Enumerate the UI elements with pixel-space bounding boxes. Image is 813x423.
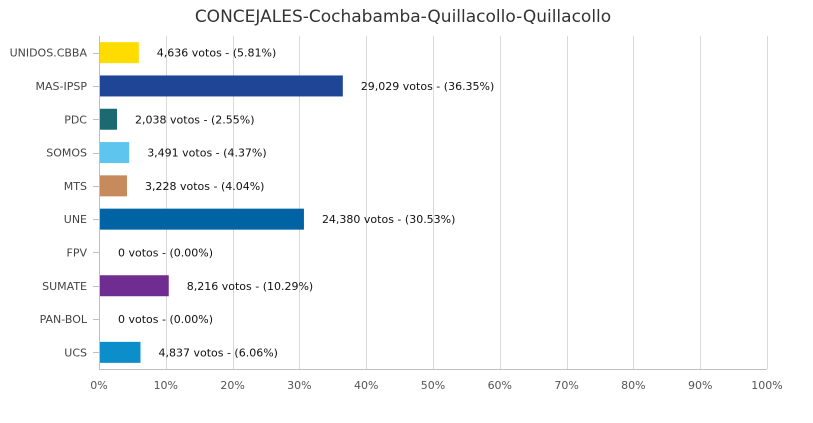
bar: [100, 175, 127, 197]
x-tick-label: 20%: [220, 379, 244, 392]
category-label: SOMOS: [46, 147, 87, 160]
x-tick-label: 10%: [154, 379, 178, 392]
bar: [100, 142, 130, 164]
x-tick-label: 60%: [488, 379, 512, 392]
category-label: MAS-IPSP: [36, 80, 88, 93]
data-label: 3,228 votos - (4.04%): [145, 180, 264, 193]
bar: [100, 208, 304, 230]
bar: [100, 75, 343, 97]
category-label: PAN-BOL: [40, 313, 88, 326]
x-tick-label: 80%: [621, 379, 645, 392]
category-label: PDC: [64, 113, 87, 126]
data-label: 29,029 votos - (36.35%): [361, 80, 495, 93]
data-label: 0 votos - (0.00%): [118, 246, 213, 259]
data-label: 3,491 votos - (4.37%): [147, 147, 266, 160]
category-label: FPV: [67, 246, 88, 259]
x-tick-label: 30%: [287, 379, 311, 392]
category-label: UNIDOS.CBBA: [10, 47, 88, 60]
category-label: UNE: [64, 213, 87, 226]
x-tick-label: 50%: [421, 379, 445, 392]
x-tick-label: 90%: [688, 379, 712, 392]
bar: [100, 275, 169, 297]
data-label: 24,380 votos - (30.53%): [322, 213, 456, 226]
x-tick-label: 100%: [751, 379, 782, 392]
x-tick-label: 0%: [90, 379, 107, 392]
bar: [100, 108, 118, 130]
x-tick-label: 70%: [554, 379, 578, 392]
bar: [100, 341, 141, 363]
data-label: 4,837 votos - (6.06%): [158, 346, 278, 359]
data-label: 4,636 votos - (5.81%): [157, 47, 276, 60]
chart-title: CONCEJALES-Cochabamba-Quillacollo-Quilla…: [195, 7, 611, 27]
x-tick-label: 40%: [354, 379, 378, 392]
category-label: SUMATE: [42, 280, 87, 293]
data-label: 0 votos - (0.00%): [118, 313, 213, 326]
bar: [100, 42, 139, 64]
category-label: UCS: [64, 346, 87, 359]
data-label: 8,216 votos - (10.29%): [187, 280, 313, 293]
data-label: 2,038 votos - (2.55%): [135, 113, 255, 126]
category-label: MTS: [64, 180, 87, 193]
